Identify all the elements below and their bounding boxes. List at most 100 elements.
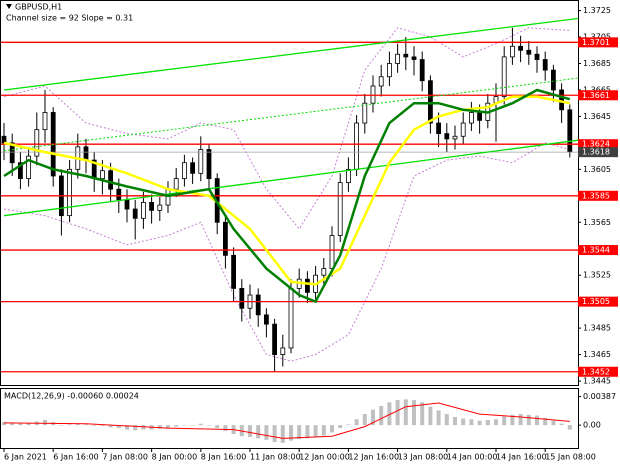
candle-body [427,80,433,124]
macd-bar [182,425,187,426]
y-tick-label: 1.3685 [583,59,611,68]
y-tick-label: 1.3725 [583,6,611,15]
candle-body [534,53,540,60]
candle-body [165,188,171,206]
indicator-line [3,17,579,91]
candle-body [419,59,425,82]
candle-body [329,235,335,269]
level-label-box [578,366,618,377]
candle-body [206,149,212,180]
level-label-box [578,190,618,201]
macd-bar [371,409,375,426]
last-price-label: 1.3618 [582,148,610,157]
indicator-line [3,88,571,304]
macd-bar [207,425,211,426]
y-tick-label: 1.3565 [583,218,611,227]
indicator-line [3,77,579,152]
macd-bar [256,425,261,439]
macd-bar [92,425,97,426]
macd-bar [305,425,310,439]
candle-body [190,162,196,174]
candle-body [304,278,310,293]
x-tick-label: 14 Jan 16:00 [496,453,547,462]
macd-bar [395,400,400,426]
macd-bar [567,425,572,430]
macd-bar [264,425,269,440]
macd-bar [59,425,64,426]
x-tick-label: 14 Jan 00:00 [447,453,498,462]
macd-bar [100,425,105,426]
macd-bar [133,425,138,431]
macd-bar [190,425,195,426]
macd-bar [461,418,466,426]
level-label: 1.3701 [582,38,610,47]
y-tick-label: 1.3465 [583,350,611,359]
macd-bar [412,400,416,426]
candle-body [239,288,245,309]
x-tick-label: 7 Jan 08:00 [102,453,148,462]
candle-body [468,112,474,124]
macd-bar [198,423,203,426]
candle-body [149,202,155,211]
level-label: 1.3544 [582,246,610,255]
band-line [3,142,570,362]
macd-bar [535,415,539,426]
macd-bar [10,422,15,426]
macd-bar [223,425,228,432]
candle-body [542,59,548,71]
macd-bar [559,423,564,426]
x-tick-label: 8 Jan 00:00 [152,453,198,462]
y-tick-label: 1.3445 [583,377,611,386]
candle-body [42,112,48,131]
candle-body [1,135,7,144]
macd-bar [166,425,170,429]
candle-body [411,56,417,60]
macd-bar [338,425,343,429]
macd-bar [526,414,531,426]
candle-body [551,69,556,91]
signal-line [3,402,570,439]
level-label: 1.3624 [582,140,610,149]
candle-body [288,288,294,349]
macd-bar [354,419,359,426]
macd-bar [387,402,392,426]
macd-bar [428,406,433,426]
macd-bar [157,425,162,429]
candle-body [378,76,384,87]
macd-bar [125,425,129,430]
macd-bar [469,419,474,426]
candle-body [157,204,163,211]
macd-bar [116,425,121,429]
level-label: 1.3505 [582,297,610,306]
macd-bar [444,414,449,426]
macd-bar [43,419,47,426]
level-label-box [578,139,618,150]
candle-body [263,314,269,325]
macd-bar [174,425,179,427]
candle-body [403,53,409,58]
level-label: 1.3585 [582,191,610,200]
macd-title: MACD(12,26,9) -0.00060 0.00024 [4,392,139,401]
y-tick-label: 0.00387 [583,392,616,401]
candle-body [452,135,458,140]
macd-bar [502,416,507,426]
candle-body [272,323,278,355]
indicator-line [3,139,579,217]
macd-bar [75,423,80,426]
macd-bar [321,425,326,436]
y-tick-label: 1.3665 [583,85,611,94]
level-label: 1.3452 [582,367,610,376]
y-tick-label: 1.3525 [583,271,611,280]
macd-bar [289,425,293,441]
macd-bar [379,405,384,426]
level-label-box [578,296,618,307]
macd-panel-frame [0,388,579,449]
macd-bar [346,424,351,426]
macd-bar [330,425,334,433]
indicator-line [3,95,571,286]
macd-bar [485,419,490,426]
y-tick-label: 1.3605 [583,165,611,174]
macd-bar [297,425,302,440]
candle-body [116,188,122,201]
candle-body [222,221,228,256]
